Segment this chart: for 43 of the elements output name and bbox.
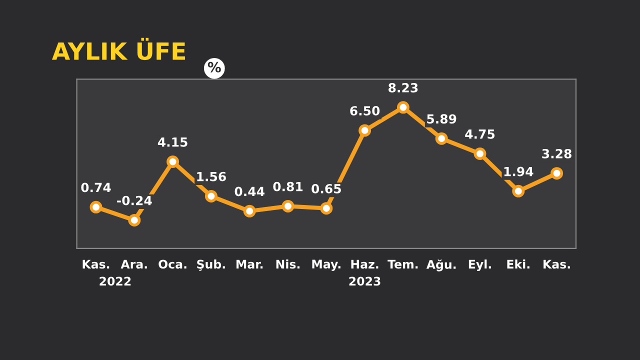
- x-tick-label: Ağu.: [426, 260, 456, 272]
- text: 2023: [349, 276, 380, 286]
- x-tick-label: Kas.: [544, 260, 570, 269]
- data-label: 4.75: [465, 130, 495, 139]
- x-tick-label: Haz.: [351, 260, 378, 269]
- x-tick-label: Eyl.: [468, 260, 491, 272]
- point: [396, 101, 410, 114]
- data-label: 0.44: [234, 186, 264, 196]
- point: [435, 132, 448, 145]
- x-tick-label: Mar.: [236, 260, 263, 269]
- x-tick-label: May.: [312, 260, 340, 271]
- data-label: 1.94: [504, 166, 534, 176]
- data-label: 4.15: [158, 138, 188, 147]
- point: [90, 200, 102, 214]
- x-tick-label: Oca.: [158, 260, 186, 269]
- point: [243, 204, 256, 218]
- point: [128, 214, 141, 226]
- data-label: 6.50: [350, 106, 380, 116]
- text: %: [208, 62, 221, 72]
- data-label: -0.24: [117, 196, 152, 206]
- data-label: 5.89: [427, 114, 456, 124]
- data-label: 1.56: [197, 172, 226, 182]
- point: [282, 200, 294, 212]
- text: 2022: [100, 276, 131, 286]
- x-tick-label: Nis.: [276, 260, 300, 269]
- x-tick-label: Eki.: [507, 260, 530, 268]
- data-label: 3.28: [542, 148, 572, 158]
- x-tick-label: Şub.: [197, 260, 225, 271]
- chart-title: AYLIK ÜFE: [52, 38, 185, 60]
- point: [474, 147, 486, 160]
- x-tick-label: Ara.: [120, 260, 147, 269]
- point: [320, 202, 333, 215]
- point: [358, 124, 372, 137]
- point: [204, 190, 218, 202]
- data-label: 8.23: [388, 83, 418, 92]
- point: [512, 184, 525, 198]
- point: [166, 155, 180, 168]
- x-tick-label: Tem.: [388, 260, 418, 269]
- data-label: 0.81: [273, 182, 303, 192]
- data-label: 0.74: [81, 182, 111, 192]
- x-tick-label: Kas.: [82, 260, 110, 269]
- point: [550, 167, 564, 180]
- data-label: 0.65: [312, 184, 341, 194]
